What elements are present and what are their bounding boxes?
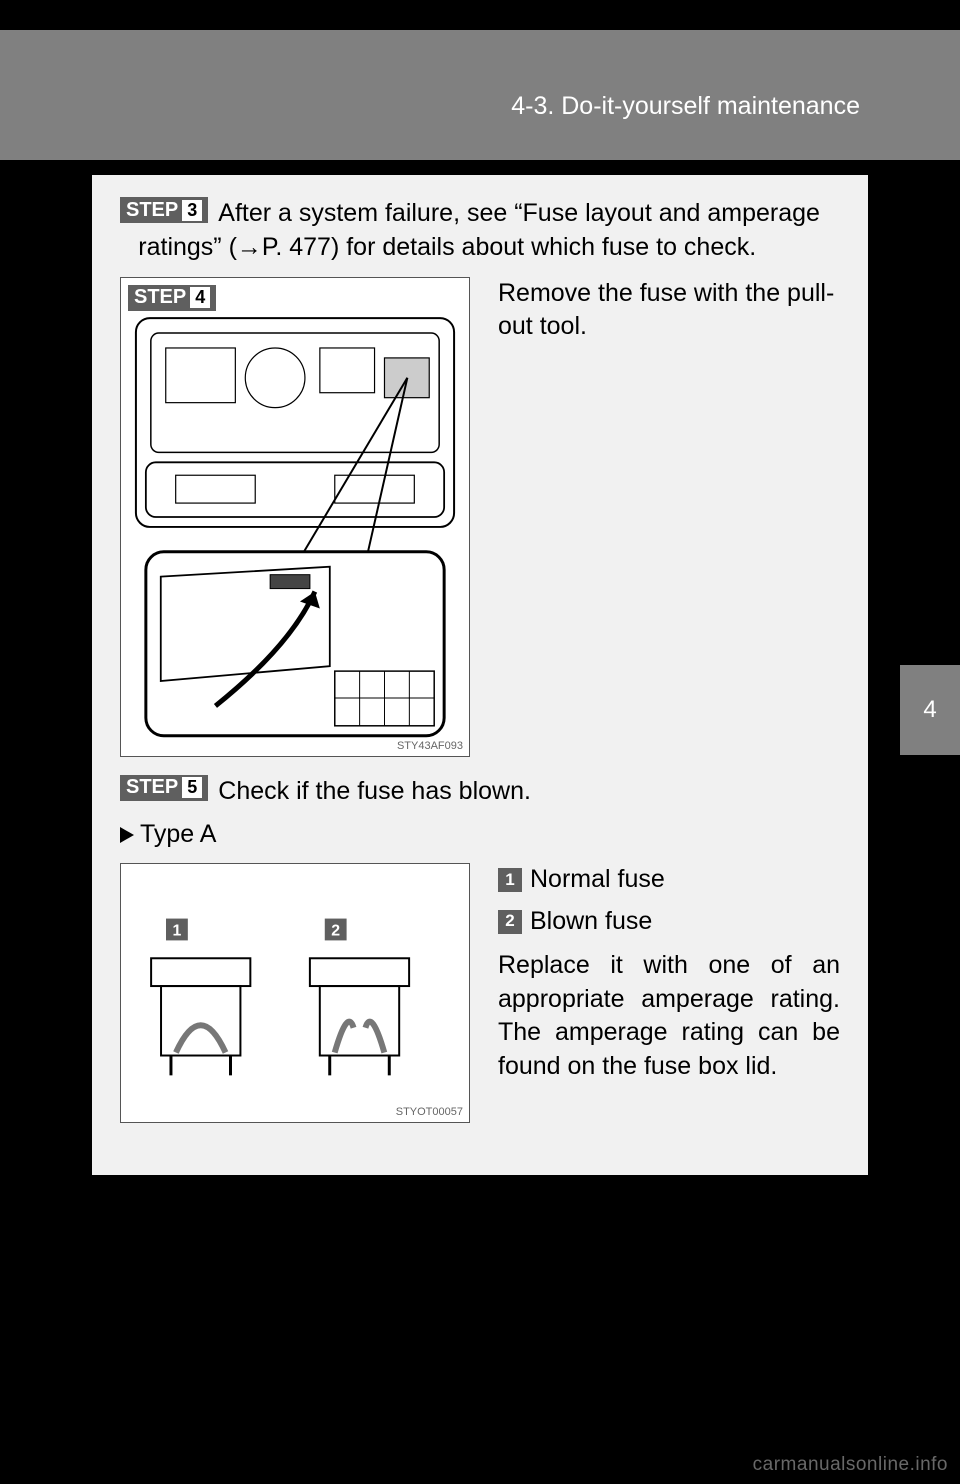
content-box: STEP 3 After a system failure, see “Fuse… [92, 175, 868, 1175]
chapter-number: 4 [923, 696, 936, 724]
step-number: 5 [182, 777, 202, 798]
step-3-badge: STEP 3 [120, 197, 208, 223]
svg-text:1: 1 [173, 923, 182, 940]
type-a-text-col: 1 Normal fuse 2 Blown fuse Replace it wi… [470, 863, 840, 1084]
step-number: 3 [182, 200, 202, 221]
step-3-text: After a system failure, see “Fuse layout… [218, 197, 840, 265]
step-label: STEP [134, 286, 186, 309]
replace-instructions: Replace it with one of an appropriate am… [498, 949, 840, 1084]
engine-figure: STY43AF093 [120, 277, 470, 757]
type-a-figure-wrap: 1 2 [120, 863, 470, 1123]
callout-1: 1 Normal fuse [498, 863, 840, 897]
page: 4-3. Do-it-yourself maintenance 4 STEP 3… [0, 0, 960, 1484]
step-4-badge: STEP 4 [128, 285, 216, 311]
callout-num-1: 1 [498, 868, 522, 892]
step-number: 4 [190, 287, 210, 308]
engine-illustration [121, 278, 469, 756]
step-3-row: STEP 3 After a system failure, see “Fuse… [120, 197, 840, 265]
triangle-icon [120, 827, 134, 843]
step-label: STEP [126, 199, 178, 222]
fuse-figure: 1 2 [120, 863, 470, 1123]
watermark: carmanualsonline.info [753, 1454, 948, 1476]
step-5-text: Check if the fuse has blown. [218, 775, 840, 809]
figure-id: STYOT00057 [396, 1106, 463, 1118]
step-label: STEP [126, 776, 178, 799]
step-3-line2: ratings” (→P. 477) for details about whi… [138, 231, 840, 265]
type-a-label: Type A [140, 820, 216, 849]
fuse-illustration: 1 2 [121, 864, 469, 1122]
header-band: 4-3. Do-it-yourself maintenance [0, 30, 960, 160]
step-4-row: STEP 4 [120, 277, 840, 757]
chapter-tab: 4 [900, 665, 960, 755]
figure-id: STY43AF093 [397, 740, 463, 752]
step-3-line1: After a system failure, see “Fuse layout… [218, 199, 820, 227]
type-a-row: 1 2 [120, 863, 840, 1123]
step-5-badge: STEP 5 [120, 775, 208, 801]
section-heading: 4-3. Do-it-yourself maintenance [511, 92, 860, 121]
step-4-text: Remove the fuse with the pull-out tool. [470, 277, 840, 345]
svg-text:2: 2 [331, 923, 340, 940]
step-4-figure-wrap: STEP 4 [120, 277, 470, 757]
callout-label-2: Blown fuse [530, 905, 652, 939]
callout-num-2: 2 [498, 910, 522, 934]
step-5-row: STEP 5 Check if the fuse has blown. [120, 775, 840, 809]
type-a-heading: Type A [120, 820, 840, 849]
callout-2: 2 Blown fuse [498, 905, 840, 939]
callout-label-1: Normal fuse [530, 863, 665, 897]
